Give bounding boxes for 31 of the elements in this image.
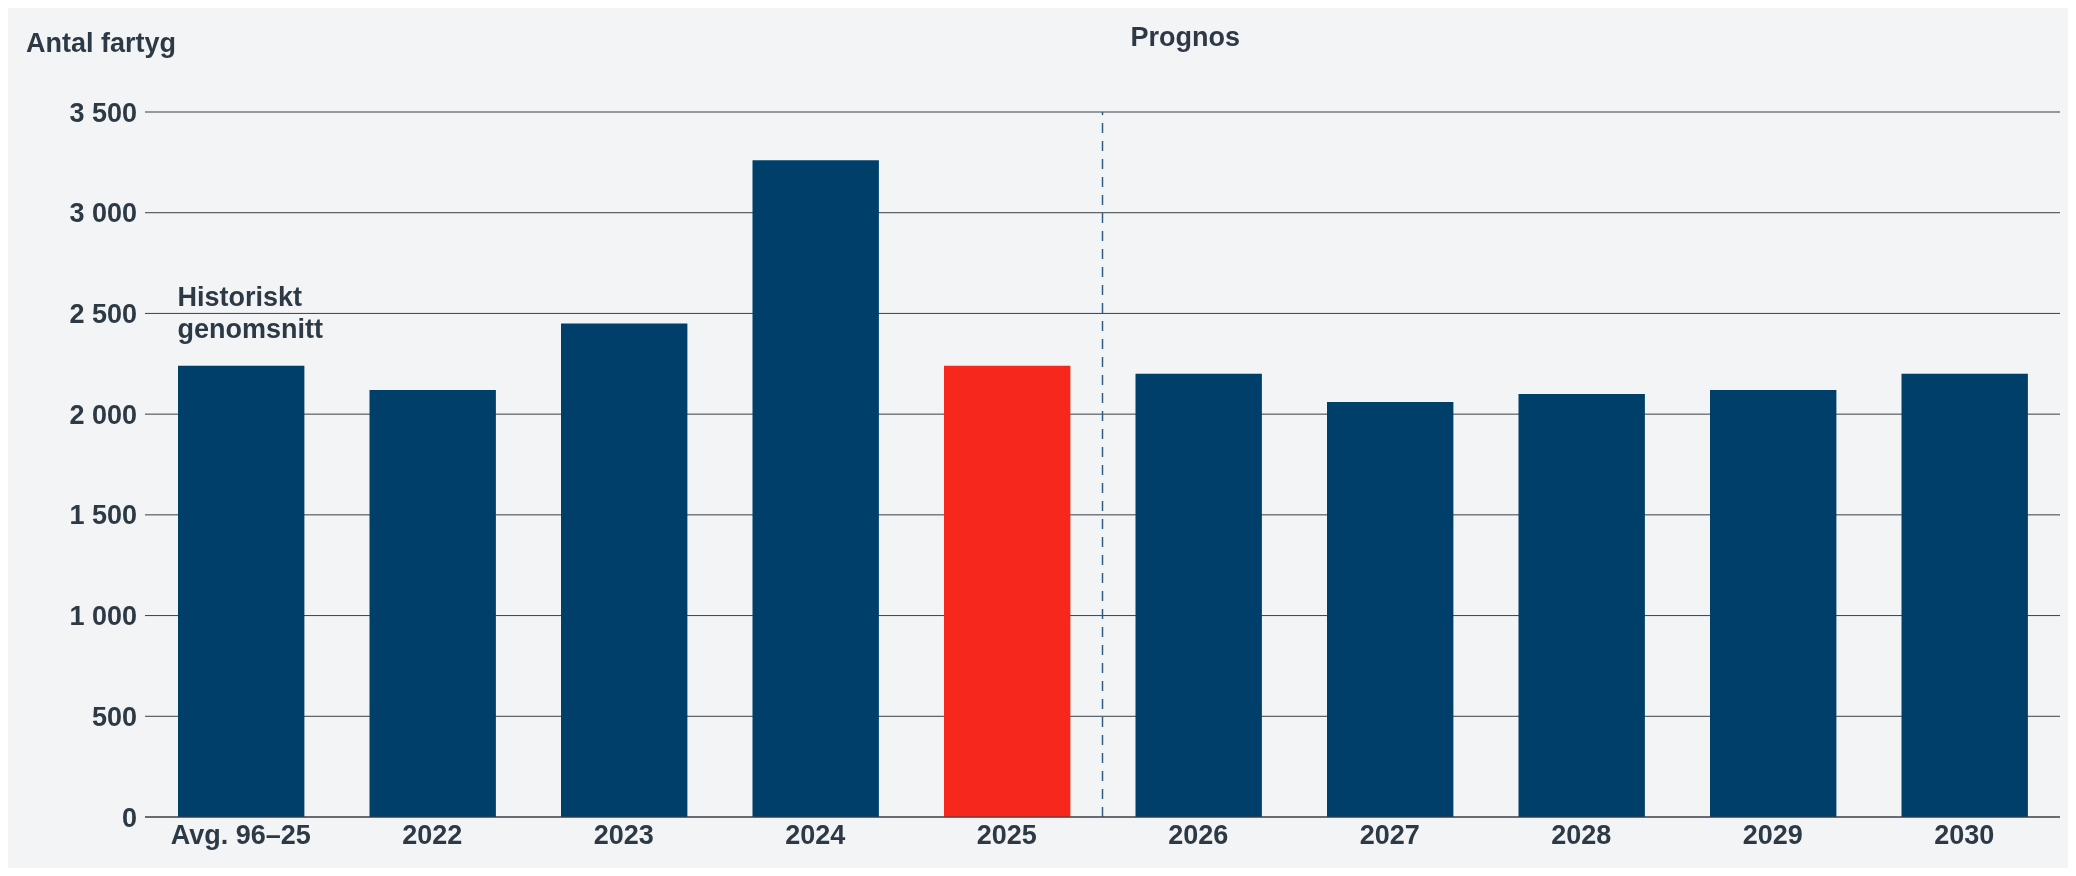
y-tick-label: 2 500 [69,299,137,330]
y-tick-label: 500 [91,701,137,732]
y-tick-label: 0 [121,802,137,833]
bar [1135,373,1262,817]
bar [178,365,305,817]
bar [944,365,1071,817]
x-tick-label: 2025 [976,820,1037,851]
y-tick-label: 3 000 [69,198,137,229]
ref-line-label: Prognos [1130,22,1241,52]
x-tick-label: 2029 [1742,820,1803,851]
y-tick-label: 2 000 [69,399,137,430]
x-tick-label: 2027 [1359,820,1420,851]
x-tick-label: Avg. 96–25 [170,820,311,851]
x-tick-label: 2024 [785,820,846,851]
x-tick-label: 2022 [402,820,463,851]
bar [1518,394,1645,817]
bar [369,389,496,817]
y-axis-title: Antal fartyg [26,28,177,59]
x-tick-label: 2023 [593,820,654,851]
y-tick-label: 3 500 [69,97,137,128]
x-tick-label: 2028 [1551,820,1612,851]
bar [561,323,688,817]
bar [1327,402,1454,817]
bar [752,160,879,817]
annotation: Historiskt genomsnitt [177,281,324,344]
bar [1710,389,1837,817]
y-tick-label: 1 500 [69,500,137,531]
y-tick-label: 1 000 [69,601,137,632]
x-tick-label: 2026 [1168,820,1229,851]
bar [1901,373,2028,817]
x-tick-label: 2030 [1934,820,1995,851]
